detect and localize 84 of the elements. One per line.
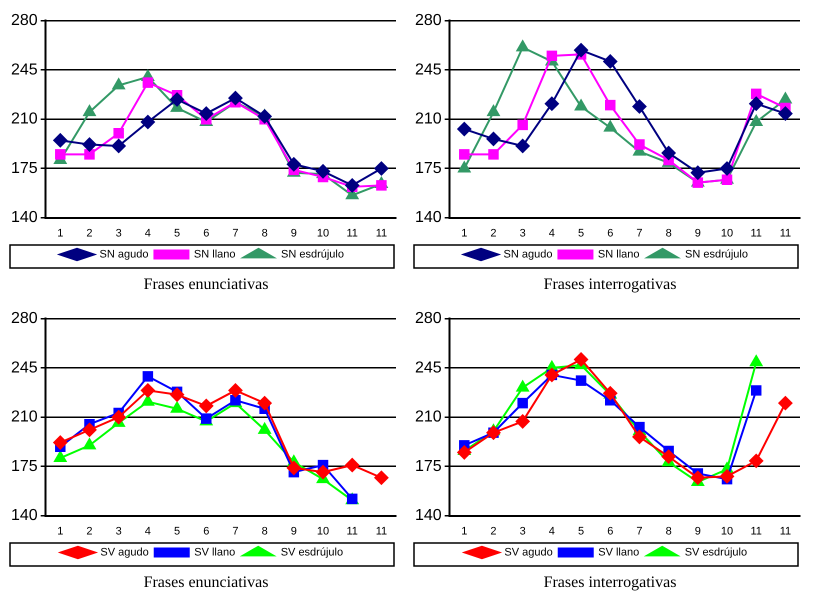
legend-label: SV esdrújulo [684, 546, 748, 559]
x-tick-label: 4 [548, 227, 555, 240]
x-tick-label: 7 [232, 227, 239, 240]
x-tick-label: 8 [262, 525, 268, 538]
x-tick-label: 5 [174, 227, 180, 240]
x-tick-label: 2 [86, 227, 93, 240]
x-tick-label: 1 [461, 227, 468, 240]
x-tick-label: 8 [666, 227, 672, 240]
x-tick-label: 5 [578, 525, 584, 538]
y-tick-label: 140 [10, 209, 38, 226]
legend-label: SN agudo [504, 248, 552, 261]
x-tick-label: 5 [578, 227, 584, 240]
x-tick-label: 4 [548, 525, 555, 538]
x-tick-label: 1 [461, 525, 468, 538]
text: Frases enunciativas [142, 276, 270, 294]
legend-label: SN llano [598, 248, 640, 261]
x-tick-label: 1 [57, 227, 64, 240]
y-tick-label: 210 [10, 110, 38, 128]
x-tick-label: 10 [720, 525, 734, 538]
x-tick-label: 3 [520, 525, 526, 538]
x-tick-label: 1 [57, 525, 64, 538]
legend-label: SN agudo [100, 248, 148, 261]
legend-label: SN llano [194, 248, 236, 261]
y-tick-label: 280 [414, 310, 442, 328]
x-tick-label: 11 [346, 227, 358, 240]
x-tick-label: 11 [376, 525, 388, 538]
y-tick-label: 245 [10, 359, 38, 376]
x-tick-label: 11 [750, 227, 762, 240]
x-tick-label: 4 [144, 227, 151, 240]
y-tick-label: 280 [414, 12, 442, 30]
y-tick-label: 140 [414, 209, 442, 226]
y-tick-label: 245 [414, 61, 442, 78]
x-tick-label: 10 [720, 227, 734, 240]
legend-label: SV agudo [504, 546, 553, 559]
y-tick-label: 210 [414, 110, 442, 128]
text: Frases interrogativas [542, 574, 678, 592]
text: Frases interrogativas [542, 276, 678, 294]
x-tick-label: 9 [290, 525, 297, 538]
legend-label: SV agudo [100, 546, 149, 559]
x-tick-label: 6 [203, 227, 210, 240]
x-tick-label: 2 [490, 227, 497, 240]
x-tick-label: 6 [607, 525, 614, 538]
legend-label: SV esdrújulo [280, 546, 344, 559]
x-tick-label: 11 [750, 525, 762, 538]
x-tick-label: 10 [316, 525, 330, 538]
x-tick-label: 7 [232, 525, 239, 538]
legend-label: SN esdrújulo [685, 248, 748, 261]
x-tick-label: 6 [203, 525, 210, 538]
x-tick-label: 3 [520, 227, 526, 240]
x-tick-label: 9 [290, 227, 297, 240]
x-tick-label: 10 [316, 227, 330, 240]
legend-label: SV llano [194, 546, 236, 559]
y-tick-label: 245 [10, 61, 38, 78]
x-tick-label: 2 [490, 525, 497, 538]
legend-label: SV llano [598, 546, 640, 559]
y-tick-label: 175 [10, 160, 38, 177]
y-tick-label: 175 [10, 458, 38, 475]
x-tick-label: 4 [144, 525, 151, 538]
x-tick-label: 3 [116, 227, 122, 240]
x-tick-label: 3 [116, 525, 122, 538]
x-tick-label: 11 [780, 227, 792, 240]
y-tick-label: 280 [10, 310, 38, 328]
x-tick-label: 11 [376, 227, 388, 240]
x-tick-label: 11 [780, 525, 792, 538]
y-tick-label: 245 [414, 359, 442, 376]
y-tick-label: 175 [414, 458, 442, 475]
y-tick-label: 140 [10, 507, 38, 524]
y-tick-label: 140 [414, 507, 442, 524]
legend-label: SN esdrújulo [281, 248, 344, 261]
x-tick-label: 11 [346, 525, 358, 538]
x-tick-label: 8 [666, 525, 672, 538]
y-tick-label: 280 [10, 12, 38, 30]
y-tick-label: 210 [414, 408, 442, 426]
text: Frases enunciativas [142, 574, 270, 592]
x-tick-label: 2 [86, 525, 93, 538]
x-tick-label: 5 [174, 525, 180, 538]
x-tick-label: 9 [694, 525, 701, 538]
x-tick-label: 8 [262, 227, 268, 240]
x-tick-label: 6 [607, 227, 614, 240]
x-tick-label: 7 [636, 227, 643, 240]
y-tick-label: 210 [10, 408, 38, 426]
y-tick-label: 175 [414, 160, 442, 177]
x-tick-label: 9 [694, 227, 701, 240]
x-tick-label: 7 [636, 525, 643, 538]
